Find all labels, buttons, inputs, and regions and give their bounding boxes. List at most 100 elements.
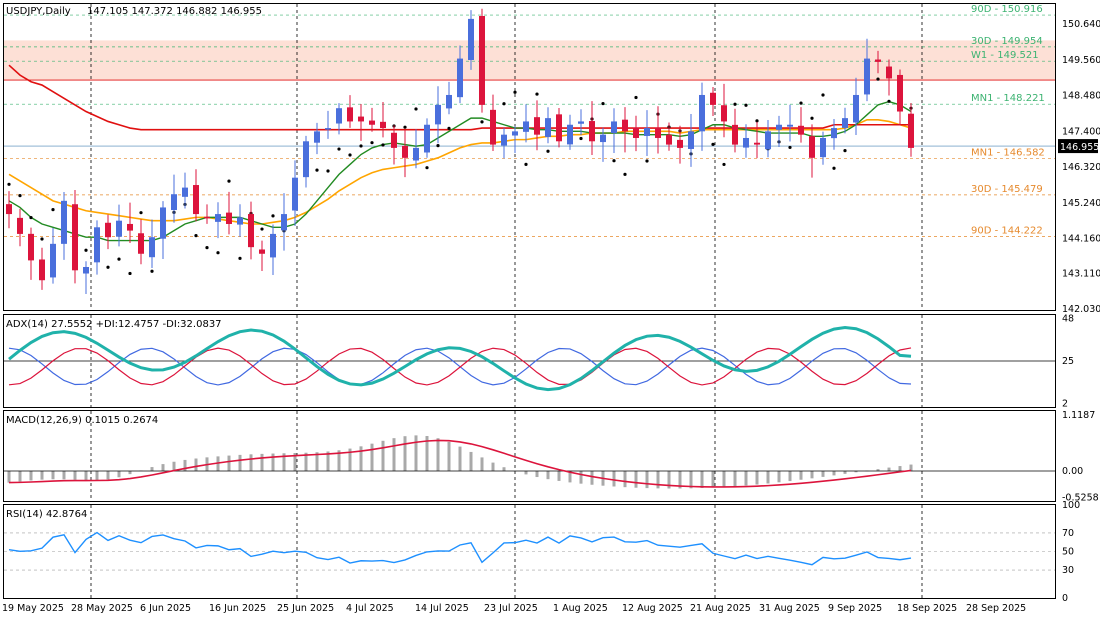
- candle-body: [380, 121, 386, 129]
- candle-body: [567, 124, 573, 145]
- macd-histogram-bar: [711, 471, 715, 488]
- adx-axis-tick: 25: [1062, 356, 1074, 367]
- macd-axis-tick: 1.1187: [1062, 410, 1095, 421]
- candle-body: [17, 217, 23, 234]
- macd-histogram-bar: [84, 471, 88, 481]
- candle-body: [589, 121, 595, 142]
- candle-body: [413, 147, 419, 161]
- adx-axis-tick: 48: [1062, 314, 1074, 325]
- macd-histogram-bar: [414, 435, 418, 471]
- macd-histogram-bar: [766, 471, 770, 484]
- candle-body: [479, 16, 485, 105]
- macd-histogram-bar: [854, 471, 858, 473]
- date-axis-tick: 6 Jun 2025: [140, 603, 191, 614]
- macd-histogram-bar: [557, 471, 561, 481]
- date-axis-tick: 12 Aug 2025: [622, 603, 683, 614]
- price-title: USDJPY,Daily: [6, 6, 71, 17]
- date-axis-tick: 9 Sep 2025: [828, 603, 882, 614]
- candle-body: [259, 249, 265, 254]
- macd-histogram-bar: [612, 471, 616, 487]
- candle-body: [61, 200, 67, 244]
- psar-dot: [84, 248, 88, 252]
- macd-histogram-bar: [73, 471, 77, 480]
- macd-histogram-bar: [117, 471, 121, 478]
- psar-dot: [425, 166, 429, 170]
- psar-dot: [623, 172, 627, 176]
- macd-panel-frame: [3, 410, 1056, 502]
- psar-dot: [326, 169, 330, 173]
- psar-dot: [843, 149, 847, 153]
- psar-dot: [381, 143, 385, 147]
- macd-histogram-bar: [568, 471, 572, 483]
- adx-line: [8, 326, 912, 392]
- candle-body: [512, 131, 518, 136]
- candle-body: [138, 233, 144, 254]
- candle-body: [160, 207, 166, 239]
- resistance-zone: [4, 40, 1055, 81]
- psar-dot: [205, 245, 209, 250]
- macd-title: MACD(12,26,9) 0.1015 0.2674: [6, 415, 158, 426]
- psar-dot: [579, 136, 583, 141]
- price-axis-tick: 147.400: [1062, 126, 1100, 137]
- psar-dot: [744, 103, 748, 107]
- candle-body: [556, 114, 562, 142]
- price-axis-tick: 143.110: [1062, 268, 1100, 279]
- candle-body: [688, 131, 694, 149]
- candle-body: [600, 134, 606, 143]
- psar-dot: [634, 95, 638, 100]
- candle-body: [897, 74, 903, 112]
- macd-histogram-bar: [909, 464, 913, 471]
- candle-body: [787, 124, 793, 127]
- adx-axis-tick: 2: [1062, 398, 1068, 409]
- candle-body: [501, 134, 507, 146]
- macd-histogram-bar: [469, 451, 473, 471]
- psar-dot: [821, 93, 825, 97]
- candle-body: [347, 107, 353, 122]
- macd-histogram-bar: [491, 462, 495, 471]
- psar-dot: [447, 126, 451, 130]
- candle-body: [798, 125, 804, 135]
- candle-body: [578, 121, 584, 124]
- candle-body: [281, 214, 287, 231]
- date-axis-tick: 31 Aug 2025: [759, 603, 820, 614]
- candle-body: [369, 120, 375, 125]
- macd-histogram-bar: [524, 471, 528, 475]
- psar-dot: [502, 102, 506, 106]
- macd-histogram-bar: [436, 438, 440, 471]
- adx-title: ADX(14) 27.5552 +DI:12.4757 -DI:32.0837: [6, 319, 222, 330]
- candle-body: [94, 227, 100, 263]
- macd-signal-line: [8, 439, 912, 488]
- psar-dot: [414, 107, 418, 111]
- candle-body: [644, 128, 650, 136]
- candle-body: [721, 105, 727, 122]
- macd-histogram-bar: [370, 443, 374, 471]
- psar-dot: [271, 214, 275, 218]
- candle-body: [83, 266, 89, 274]
- level-label: 90D - 150.916: [971, 4, 1043, 15]
- psar-dot: [370, 141, 374, 145]
- macd-axis-tick: 0.00: [1062, 466, 1083, 477]
- candle-body: [655, 127, 661, 138]
- macd-histogram-bar: [7, 471, 11, 483]
- psar-dot: [612, 159, 616, 163]
- candle-body: [446, 94, 452, 109]
- macd-histogram-bar: [546, 471, 550, 480]
- candle-body: [820, 137, 826, 158]
- date-axis-tick: 21 Aug 2025: [690, 603, 751, 614]
- candle-body: [116, 220, 122, 237]
- candle-body: [765, 131, 771, 150]
- date-axis-tick: 28 Sep 2025: [966, 603, 1026, 614]
- macd-histogram-bar: [172, 461, 176, 471]
- psar-dot: [128, 271, 132, 276]
- level-label: 90D - 144.222: [971, 225, 1043, 236]
- macd-histogram-bar: [733, 471, 737, 487]
- sma-red-line: [8, 64, 911, 131]
- psar-dot: [106, 265, 110, 269]
- price-axis-tick: 144.160: [1062, 234, 1100, 245]
- candle-body: [424, 124, 430, 153]
- price-axis-tick: 146.320: [1062, 162, 1100, 173]
- rsi-axis-tick: 0: [1062, 593, 1068, 604]
- psar-dot: [876, 77, 880, 81]
- candle-body: [127, 223, 133, 231]
- macd-histogram-bar: [238, 454, 242, 471]
